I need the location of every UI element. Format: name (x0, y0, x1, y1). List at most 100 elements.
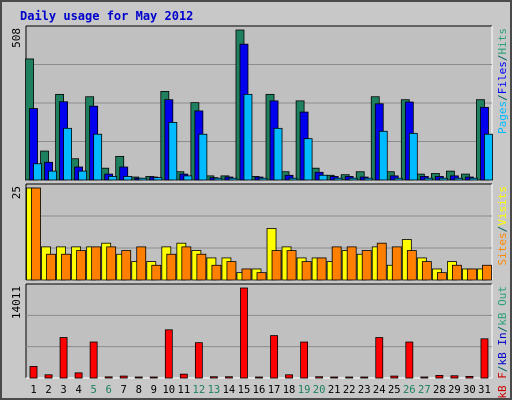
bar-pages-day-31 (484, 133, 493, 181)
bar-pages-day-18 (288, 177, 298, 181)
day-axis: 1 2 3 4 5 6 7 8 9 10 11 12 13 14 15 16 17 18 19 20 21 22 23 24 2… (30, 384, 490, 396)
bar-kb-f-day-27 (420, 376, 429, 379)
bar-pages-day-22 (348, 177, 358, 181)
bar-kb-f-day-13 (209, 376, 218, 379)
bar-kb-f-day-23 (360, 376, 369, 379)
day-label: 4 (75, 384, 81, 396)
chart-panels: 508Pages/Files/Hits25Sites/Visits14011kB… (10, 25, 509, 399)
series-legend-entry: Files (496, 61, 509, 94)
bar-pages-day-7 (123, 176, 133, 181)
bar-pages-day-20 (318, 174, 328, 181)
day-label: 11 (178, 384, 191, 396)
bar-kb-f-day-19 (300, 341, 309, 379)
bar-pages-day-2 (48, 170, 57, 181)
bar-kb-f-day-20 (315, 376, 324, 379)
bar-pages-day-23 (363, 177, 373, 181)
bar-kb-f-day-22 (345, 376, 354, 379)
series-legend-entry: / (496, 326, 509, 333)
bar-sites-day-19 (301, 261, 312, 281)
panel-background (26, 284, 492, 378)
day-label: 20 (313, 384, 326, 396)
bar-pages-day-21 (333, 177, 343, 181)
day-label: 27 (418, 384, 431, 396)
bar-pages-day-8 (138, 177, 148, 181)
series-legend-entry: kB F (496, 372, 509, 399)
series-legend-entry: / (496, 366, 509, 373)
bar-kb-f-day-5 (89, 341, 98, 379)
series-legend-entry: Hits (496, 28, 509, 55)
day-label: 3 (60, 384, 66, 396)
bar-pages-day-16 (258, 177, 268, 181)
bar-pages-day-19 (303, 138, 313, 181)
bar-kb-f-day-11 (179, 373, 188, 379)
series-legend-entry: kB In (496, 332, 509, 365)
bar-sites-day-26 (406, 250, 417, 281)
day-label: 7 (121, 384, 127, 396)
day-label: 5 (90, 384, 96, 396)
bar-kb-f-day-3 (59, 337, 68, 379)
bar-pages-day-15 (243, 93, 253, 181)
bar-pages-day-3 (63, 127, 72, 181)
bar-pages-day-14 (228, 177, 238, 181)
bar-sites-day-10 (166, 253, 177, 281)
bar-sites-day-27 (421, 261, 432, 281)
bar-sites-day-3 (61, 253, 71, 281)
bar-kb-f-day-17 (270, 335, 278, 379)
bar-pages-day-9 (153, 177, 163, 181)
bar-sites-day-8 (136, 246, 147, 281)
bar-pages-day-17 (273, 127, 283, 181)
day-label: 2 (45, 384, 51, 396)
series-legend-entry: Visits (496, 186, 509, 226)
bar-sites-day-25 (391, 246, 402, 281)
bar-sites-day-11 (181, 246, 192, 281)
bar-sites-day-6 (106, 246, 117, 281)
panel-2: 25 Sites/Visits (10, 183, 509, 281)
bar-pages-day-29 (454, 177, 463, 181)
bar-pages-day-28 (438, 177, 448, 181)
series-legend-entry: / (496, 226, 509, 233)
day-label: 24 (373, 384, 386, 396)
series-legend: Sites/Visits (496, 186, 509, 266)
day-label: 8 (136, 384, 142, 396)
day-label: 10 (162, 384, 175, 396)
day-label: 1 (30, 384, 36, 396)
bar-sites-day-13 (211, 264, 222, 281)
bar-kb-f-day-1 (29, 366, 38, 379)
day-label: 26 (403, 384, 416, 396)
day-label: 30 (463, 384, 476, 396)
bar-kb-f-day-6 (104, 376, 113, 379)
bar-pages-day-5 (93, 133, 103, 181)
bar-sites-day-18 (286, 250, 297, 281)
day-label: 13 (208, 384, 221, 396)
day-label: 28 (433, 384, 446, 396)
bar-sites-day-21 (331, 246, 342, 281)
day-label: 22 (343, 384, 356, 396)
day-label: 19 (298, 384, 311, 396)
bar-sites-day-7 (121, 250, 132, 281)
bar-kb-f-day-16 (255, 376, 263, 379)
day-label: 16 (253, 384, 266, 396)
day-label: 15 (238, 384, 251, 396)
series-legend: kB F/kB In/kB Out (496, 286, 509, 399)
bar-kb-f-day-31 (480, 338, 489, 379)
y-max-label: 25 (10, 186, 23, 199)
day-label: 9 (151, 384, 157, 396)
bar-kb-f-day-7 (119, 375, 128, 379)
y-max-label: 14011 (10, 286, 23, 319)
day-label: 31 (478, 384, 491, 396)
day-label: 12 (193, 384, 206, 396)
bar-kb-f-day-26 (405, 341, 414, 379)
bar-kb-f-day-12 (194, 342, 203, 379)
bar-sites-day-24 (376, 242, 387, 281)
bar-kb-f-day-2 (44, 374, 53, 379)
bar-sites-day-4 (76, 250, 87, 281)
bar-pages-day-6 (108, 176, 118, 181)
bar-pages-day-10 (168, 122, 178, 181)
bar-kb-f-day-28 (435, 375, 444, 379)
bar-sites-day-30 (467, 268, 477, 281)
day-label: 17 (268, 384, 281, 396)
bar-pages-day-27 (423, 177, 433, 181)
day-label: 18 (283, 384, 296, 396)
